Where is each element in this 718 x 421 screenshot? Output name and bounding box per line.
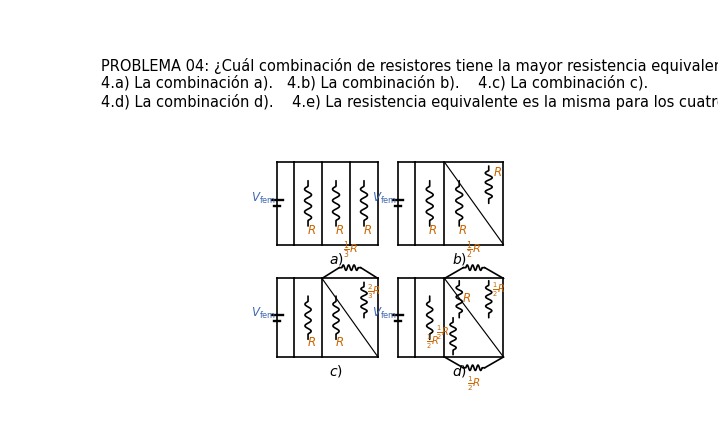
Text: $V_{\mathrm{fem}}$: $V_{\mathrm{fem}}$	[251, 306, 276, 321]
Text: 4.d) La combinación d).    4.e) La resistencia equivalente es la misma para los : 4.d) La combinación d). 4.e) La resisten…	[101, 93, 718, 109]
Text: $\frac{1}{2}R$: $\frac{1}{2}R$	[467, 239, 482, 261]
Text: $\it{d)}$: $\it{d)}$	[452, 363, 467, 379]
Text: $R$: $R$	[363, 224, 372, 237]
Text: $R$: $R$	[462, 292, 471, 304]
Text: $R$: $R$	[493, 166, 502, 179]
Text: $\it{b)}$: $\it{b)}$	[452, 251, 467, 267]
Text: $\frac{1}{2}R$: $\frac{1}{2}R$	[467, 375, 481, 393]
Text: $\it{a)}$: $\it{a)}$	[329, 251, 343, 267]
Text: $\frac{1}{2}R$: $\frac{1}{2}R$	[436, 324, 449, 342]
Text: $R$: $R$	[307, 336, 316, 349]
Text: $\frac{1}{3}R$: $\frac{1}{3}R$	[342, 239, 358, 261]
Text: $\it{c)}$: $\it{c)}$	[329, 363, 343, 379]
Text: $V_{\mathrm{fem}}$: $V_{\mathrm{fem}}$	[371, 306, 397, 321]
Text: $R$: $R$	[428, 224, 437, 237]
Text: $\frac{1}{2}R$: $\frac{1}{2}R$	[426, 333, 439, 351]
Text: $R$: $R$	[458, 224, 467, 237]
Text: $\frac{1}{2}R$: $\frac{1}{2}R$	[492, 281, 505, 299]
Text: $V_{\mathrm{fem}}$: $V_{\mathrm{fem}}$	[251, 191, 276, 206]
Text: $\frac{2}{3}R$: $\frac{2}{3}R$	[367, 282, 381, 301]
Text: $R$: $R$	[307, 224, 316, 237]
Text: $R$: $R$	[335, 224, 344, 237]
Text: 4.a) La combinación a).   4.b) La combinación b).    4.c) La combinación c).: 4.a) La combinación a). 4.b) La combinac…	[101, 75, 648, 91]
Text: PROBLEMA 04: ¿Cuál combinación de resistores tiene la mayor resistencia equivale: PROBLEMA 04: ¿Cuál combinación de resist…	[101, 58, 718, 74]
Text: $V_{\mathrm{fem}}$: $V_{\mathrm{fem}}$	[371, 191, 397, 206]
Text: $R$: $R$	[335, 336, 344, 349]
